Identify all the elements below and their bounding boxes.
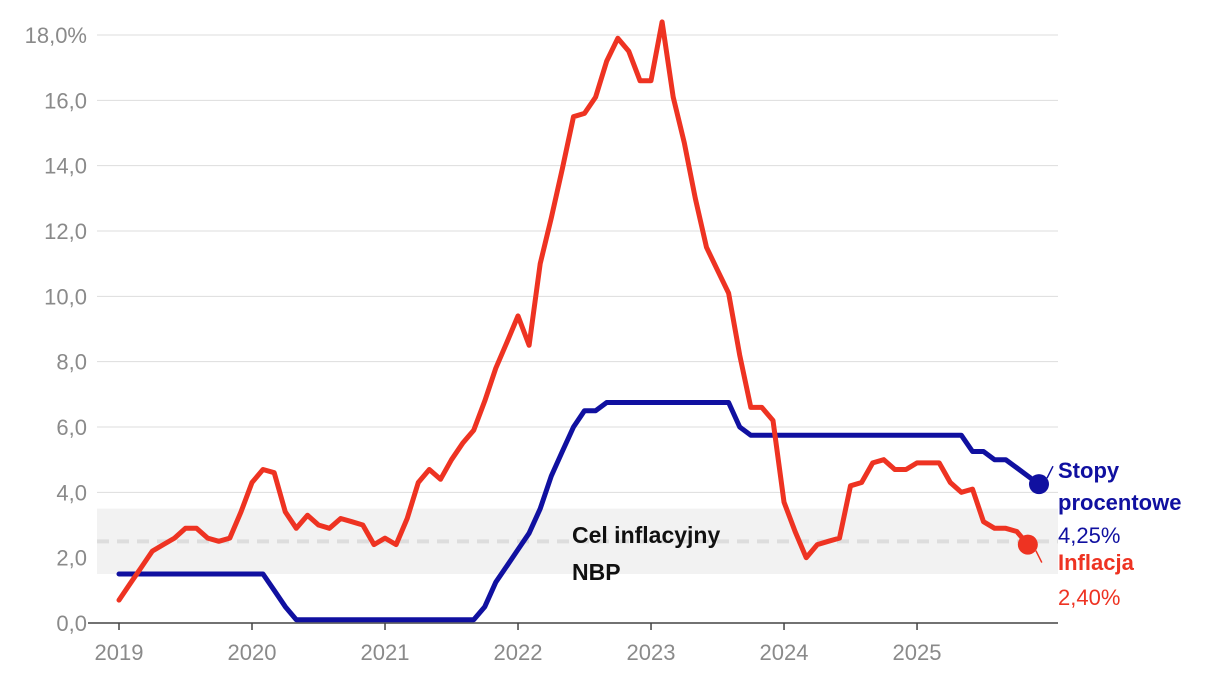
- gridlines: [97, 34, 1058, 559]
- x-tick-label-5: 2024: [760, 640, 809, 665]
- target-band-label-line2: NBP: [572, 559, 621, 585]
- inflation-end-marker: [1017, 534, 1038, 555]
- y-tick-label-7: 14,0: [44, 154, 87, 179]
- rates-label-connector: [1046, 465, 1054, 479]
- x-tick-label-4: 2023: [627, 640, 676, 665]
- y-tick-label-9: 18,0%: [25, 23, 87, 48]
- inflation-line: [116, 19, 1031, 603]
- y-tick-label-4: 8,0: [56, 350, 87, 375]
- inflation-label-connector: [1035, 550, 1043, 563]
- x-tick-label-1: 2020: [228, 640, 277, 665]
- rates-value-label: 4,25%: [1058, 523, 1120, 548]
- y-tick-label-8: 16,0: [44, 88, 87, 113]
- series-lines: [116, 19, 1042, 623]
- x-tick-label-0: 2019: [95, 640, 144, 665]
- y-tick-label-2: 4,0: [56, 480, 87, 505]
- target-band-label-line1: Cel inflacyjny: [572, 522, 720, 548]
- y-tick-label-6: 12,0: [44, 219, 87, 244]
- y-axis: 0,0 2,0 4,0 6,0 8,0 10,0 12,0 14,0 16,0 18,0%: [25, 23, 1058, 636]
- y-tick-label-0: 0,0: [56, 611, 87, 636]
- rates-label-line2: procentowe: [1058, 490, 1181, 515]
- rates-line: [116, 400, 1042, 623]
- inflation-value-label: 2,40%: [1058, 585, 1120, 610]
- inflation-target-band: [97, 508, 1058, 574]
- x-tick-label-6: 2025: [893, 640, 942, 665]
- y-tick-label-1: 2,0: [56, 546, 87, 571]
- x-tick-label-3: 2022: [494, 640, 543, 665]
- x-tick-label-2: 2021: [361, 640, 410, 665]
- y-tick-label-3: 6,0: [56, 415, 87, 440]
- rates-end-marker: [1029, 474, 1049, 495]
- rates-label-line1: Stopy: [1058, 458, 1120, 483]
- inflation-label: Inflacja: [1058, 550, 1135, 575]
- end-markers: [1017, 465, 1054, 563]
- y-tick-label-5: 10,0: [44, 284, 87, 309]
- x-axis: 2019 2020 2021 2022 2023 2024 2025: [95, 623, 942, 665]
